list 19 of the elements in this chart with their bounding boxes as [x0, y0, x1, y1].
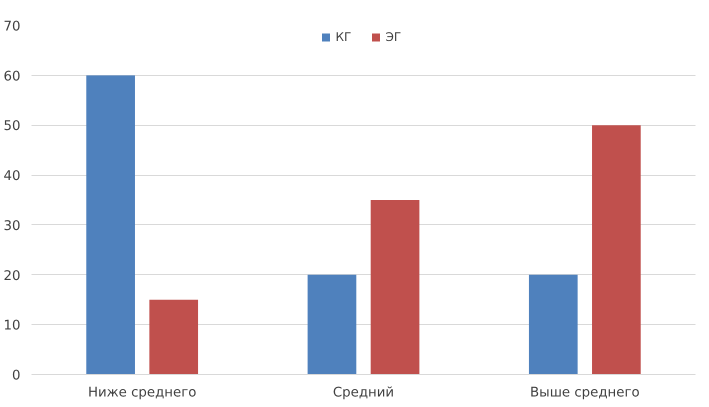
y-tick-label: 60 — [4, 69, 21, 84]
y-tick-label: 10 — [4, 318, 21, 334]
bar — [86, 75, 135, 374]
x-tick-label: Выше среднего — [530, 386, 640, 400]
y-tick-label: 70 — [4, 20, 21, 34]
y-tick-label: 30 — [4, 218, 21, 234]
legend-label: ЭГ — [386, 30, 402, 44]
bar — [370, 200, 420, 374]
x-tick-label: Средний — [332, 386, 394, 400]
x-tick-label: Ниже среднего — [88, 386, 196, 400]
bar — [308, 274, 356, 374]
bar — [592, 125, 641, 374]
y-tick-label: 0 — [12, 368, 21, 384]
bar — [528, 274, 578, 374]
y-tick-label: 40 — [4, 169, 21, 184]
legend-label: КГ — [336, 30, 352, 44]
bar — [149, 300, 198, 374]
y-tick-label: 20 — [4, 268, 21, 284]
y-tick-label: 50 — [4, 119, 21, 134]
